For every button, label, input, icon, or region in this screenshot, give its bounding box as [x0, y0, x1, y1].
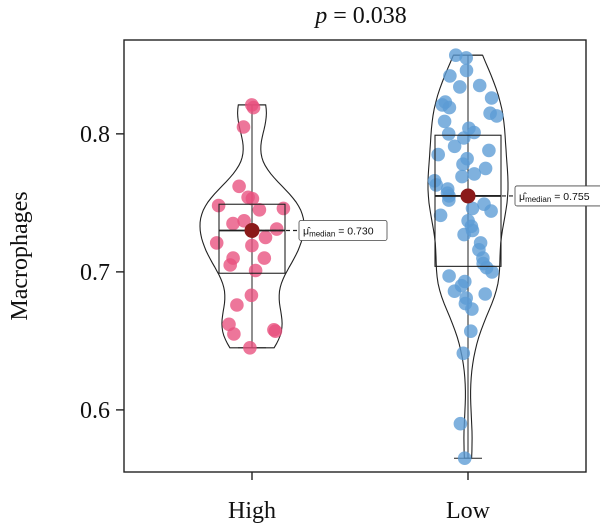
violin-groups: μ̂median = 0.730 μ̂median = 0.755 — [199, 48, 600, 466]
data-point — [258, 230, 273, 245]
y-tick-label: 0.6 — [80, 398, 110, 424]
data-point — [459, 51, 474, 65]
data-point — [484, 91, 499, 105]
data-point — [230, 298, 244, 312]
data-point — [442, 269, 456, 283]
median-label-box — [514, 185, 600, 207]
data-point — [457, 227, 471, 242]
data-point — [257, 251, 272, 265]
data-point — [484, 204, 498, 218]
y-axis-label: Macrophages — [7, 191, 33, 320]
box — [218, 203, 286, 274]
data-point — [456, 346, 471, 361]
data-point — [437, 114, 452, 129]
data-point — [232, 179, 246, 194]
data-point — [209, 236, 224, 250]
data-point — [443, 69, 457, 83]
y-axis: 0.6 0.7 0.8 — [80, 122, 124, 424]
data-point — [464, 324, 478, 339]
data-point — [245, 238, 259, 253]
data-point — [457, 451, 472, 466]
title-value: = 0.038 — [327, 3, 407, 29]
data-point — [478, 287, 493, 301]
data-point — [447, 139, 462, 154]
data-point — [429, 178, 444, 192]
violin-outline — [427, 54, 509, 459]
data-point — [467, 167, 482, 181]
data-point — [226, 216, 240, 231]
data-point — [482, 143, 496, 158]
group-low: μ̂median = 0.755 — [427, 48, 600, 466]
data-point — [243, 341, 257, 355]
data-point — [453, 80, 467, 94]
data-point — [489, 109, 504, 123]
x-tick-label: Low — [446, 498, 491, 524]
median-marker — [460, 188, 476, 204]
x-tick-label: High — [228, 498, 276, 524]
data-point — [455, 169, 469, 184]
data-point — [472, 78, 487, 93]
data-point — [485, 265, 499, 279]
data-point — [457, 131, 471, 145]
y-tick-label: 0.8 — [80, 122, 110, 148]
data-point — [269, 222, 284, 236]
plot-frame — [123, 39, 587, 473]
data-point — [276, 201, 291, 216]
median-label: μ̂median = 0.730 — [303, 225, 374, 238]
data-point — [245, 191, 260, 206]
y-tick-label: 0.7 — [80, 260, 110, 286]
chart-title: p = 0.038 — [313, 3, 407, 29]
data-point — [465, 201, 480, 216]
title-p: p — [313, 3, 327, 29]
data-point — [478, 161, 493, 176]
median-marker — [244, 222, 260, 238]
data-point — [467, 125, 481, 140]
data-point — [244, 288, 259, 303]
data-point — [237, 214, 251, 228]
data-point — [268, 324, 283, 339]
group-high: μ̂median = 0.730 — [199, 98, 388, 355]
median-label-box — [298, 220, 388, 241]
data-point — [227, 327, 241, 341]
data-point — [236, 120, 251, 134]
x-axis: High Low — [228, 472, 491, 524]
data-point — [433, 208, 448, 223]
data-point — [252, 203, 267, 217]
data-point — [246, 100, 261, 115]
data-point — [223, 258, 237, 272]
data-point — [456, 157, 470, 171]
data-point — [447, 284, 462, 299]
data-point — [449, 48, 463, 62]
data-point — [248, 263, 263, 278]
data-point — [453, 416, 468, 431]
box — [434, 134, 502, 267]
data-point — [431, 147, 446, 162]
data-point — [442, 100, 457, 115]
data-point — [465, 302, 479, 316]
median-label: μ̂median = 0.755 — [519, 191, 590, 204]
data-point — [459, 63, 474, 78]
data-point — [441, 127, 456, 141]
